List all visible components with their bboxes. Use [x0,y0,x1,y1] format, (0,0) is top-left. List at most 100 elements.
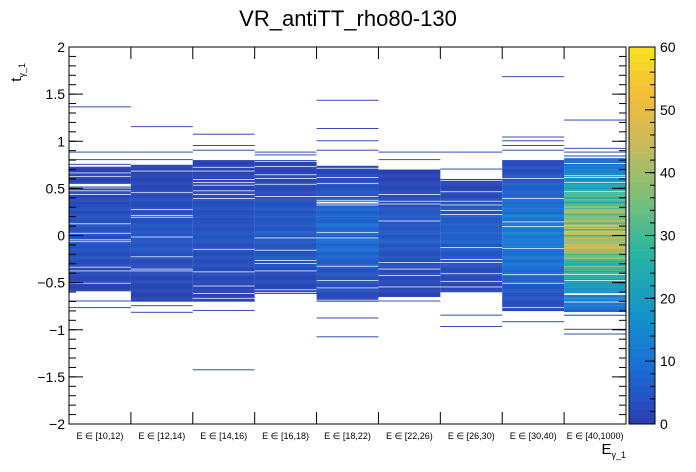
y-tick-label: 0 [57,228,65,244]
heatmap-cell [564,267,626,269]
heatmap-cell [254,254,317,256]
heatmap-cell [130,274,193,276]
heatmap-cell [502,232,565,234]
heatmap-cell [254,193,317,195]
heatmap-cell [502,179,565,182]
heatmap-cell-outlier [316,99,379,101]
heatmap-cell [378,214,441,216]
heatmap-cell-outlier [192,369,255,371]
heatmap-cell [316,276,379,279]
heatmap-cell [440,251,503,253]
heatmap-cell [69,210,131,212]
heatmap-cell [130,267,193,269]
color-scale-segment [629,152,655,161]
heatmap-cell [192,279,255,281]
heatmap-cell [254,288,317,290]
heatmap-cell [564,204,626,206]
heatmap-cell [378,190,441,192]
heatmap-cell [254,268,317,270]
heatmap-cell [192,220,255,222]
heatmap-cell [378,213,441,215]
heatmap-cell [69,265,131,267]
heatmap-cell [316,174,379,176]
heatmap-cell [440,193,503,195]
heatmap-cell [130,171,193,173]
heatmap-cell [130,183,193,185]
heatmap-cell [130,181,193,183]
heatmap-cell [564,248,626,250]
heatmap-cell [254,173,317,175]
heatmap-cell [564,214,626,216]
heatmap-cell [440,228,503,231]
heatmap-cell [502,281,565,283]
heatmap-cell [69,229,131,231]
heatmap-cell [316,194,379,197]
heatmap-cell-outlier [378,151,441,153]
heatmap-cell [378,170,441,172]
heatmap-cell [316,252,379,254]
heatmap-cell [564,263,626,265]
heatmap-cell [254,212,317,215]
heatmap-cell [316,256,379,258]
heatmap-cell [254,266,317,268]
heatmap-cell [440,209,503,211]
heatmap-cell [564,295,626,297]
heatmap-cell [378,215,441,217]
heatmap-cell [130,262,193,264]
heatmap-cell [316,196,379,198]
heatmap-cell [564,281,626,283]
heatmap-cell [130,219,193,221]
heatmap-cell [502,202,565,204]
heatmap-cell [502,168,565,170]
heatmap-cell [316,293,379,296]
heatmap-cell [378,246,441,248]
heatmap-cell [502,264,565,266]
heatmap-cell [130,202,193,204]
heatmap-cell [564,217,626,219]
heatmap-cell [254,257,317,259]
heatmap-cell [69,186,131,188]
x-category-label: E ∈ [16,18) [262,431,309,441]
heatmap-cell [440,245,503,248]
heatmap-cell [192,199,255,201]
heatmap-cell [316,285,379,287]
heatmap-cell [192,171,255,173]
heatmap-cell [564,207,626,209]
heatmap-cell [316,232,379,234]
heatmap-cell [502,289,565,291]
heatmap-cell [378,274,441,276]
heatmap-cell [254,255,317,257]
heatmap-cell [316,288,379,290]
heatmap-cell [192,247,255,249]
heatmap-cell [254,264,317,266]
heatmap-cell [440,211,503,214]
heatmap-cell [378,230,441,232]
heatmap-cell [192,209,255,211]
heatmap-cell [192,270,255,272]
heatmap-cell [378,294,441,297]
heatmap-cell [502,283,565,285]
heatmap-cell [564,192,626,194]
heatmap-cell [192,261,255,264]
heatmap-cell [254,161,317,164]
heatmap-cell [564,280,626,282]
heatmap-cell [502,222,565,224]
heatmap-cell [130,234,193,236]
heatmap-cell [378,171,441,173]
heatmap-cell [502,188,565,190]
heatmap-cell [130,283,193,285]
heatmap-cell [69,244,131,247]
heatmap-cell [130,237,193,239]
heatmap-cell [130,264,193,266]
heatmap-cell [378,245,441,248]
heatmap-cell [378,240,441,242]
heatmap-cell [130,197,193,199]
heatmap-cell [192,280,255,282]
heatmap-cell-outlier [564,151,626,153]
heatmap-cell-outlier [316,140,379,142]
y-tick-label: −2 [49,416,65,432]
heatmap-cell [502,285,565,287]
heatmap-cell [564,305,626,307]
heatmap-cell [69,193,131,195]
heatmap-cell [378,238,441,240]
